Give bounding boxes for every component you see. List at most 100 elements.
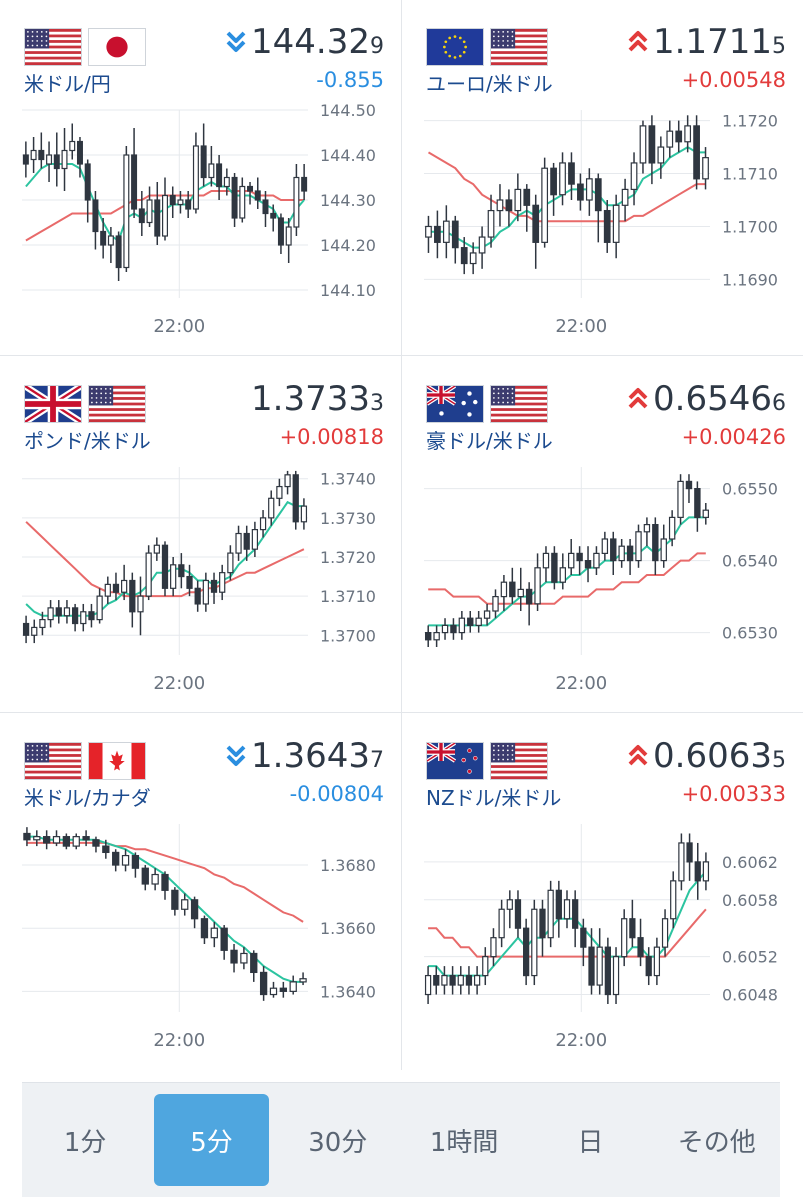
candle-bullish (145, 552, 152, 597)
candle-bearish (610, 538, 617, 562)
y-tick-label: 1.3660 (320, 919, 376, 938)
candle-bearish (129, 579, 136, 613)
candle-bearish (250, 952, 258, 974)
candle-bullish (33, 836, 41, 841)
candle-bearish (652, 523, 659, 562)
candlestick-chart[interactable]: 1.3740 1.3730 1.3720 1.3710 1.3700 22:00 (0, 457, 400, 707)
candle-bearish (514, 899, 522, 929)
candle-bearish (279, 987, 288, 992)
candle-bearish (243, 532, 250, 550)
candle-bullish (490, 937, 497, 958)
candle-bullish (170, 564, 177, 589)
candle-bearish (200, 145, 207, 179)
candle-bearish (112, 851, 120, 866)
grid-divider-row-1 (0, 355, 803, 356)
candle-bearish (186, 575, 193, 589)
tab-day[interactable]: 日 (577, 1127, 604, 1158)
candle-bullish (473, 974, 481, 986)
price-last-digit: 5 (772, 748, 786, 773)
grid-divider-row-2 (0, 712, 803, 713)
price-main: 0.6546 (653, 379, 772, 419)
price-change: +0.00333 (681, 782, 786, 806)
candle-bearish (62, 836, 71, 847)
tab-1hour[interactable]: 1時間 (429, 1127, 499, 1158)
currency-pair-label: 米ドル/円 (24, 72, 111, 96)
candle-bullish (541, 167, 549, 243)
candle-bullish (514, 188, 522, 212)
candle-bullish (635, 531, 642, 562)
price-display: 144.32 9 (225, 22, 384, 62)
x-tick-label: 22:00 (153, 316, 205, 337)
rate-panel-gbpusd[interactable]: ポンド/米ドル 1.3733 3 +0.00818 1.3740 1.3730 1.3720… (0, 357, 400, 712)
price-last-digit: 7 (370, 748, 384, 773)
candle-bullish (478, 236, 486, 254)
currency-pair-label: ユーロ/米ドル (426, 72, 553, 96)
candle-bullish (547, 889, 554, 939)
price-change: +0.00426 (681, 425, 786, 449)
candlestick-chart[interactable]: 0.6062 0.6058 0.6052 0.6048 22:00 (402, 814, 802, 1064)
candle-bullish (657, 146, 665, 164)
y-tick-label: 0.6530 (722, 624, 778, 643)
flag-gb-icon (24, 385, 82, 423)
candle-bearish (637, 937, 644, 958)
candlestick-chart[interactable]: 1.1720 1.1710 1.1700 1.1690 22:00 (402, 100, 802, 350)
candle-bearish (53, 154, 60, 170)
price-display: 0.6063 5 (627, 736, 786, 776)
candle-bearish (230, 949, 238, 964)
candle-bullish (268, 497, 275, 519)
candle-bullish (668, 516, 676, 540)
rate-panel-nzdusd[interactable]: NZドル/米ドル 0.6063 5 +0.00333 0.6062 0.6058 0.605… (402, 714, 802, 1069)
candle-bearish (71, 607, 79, 625)
candle-bearish (84, 163, 91, 201)
x-tick-label: 22:00 (555, 316, 607, 337)
candle-bullish (137, 595, 144, 613)
candle-bullish (151, 873, 159, 885)
y-tick-label: 1.3730 (320, 509, 376, 528)
tab-5min[interactable]: 5分 (154, 1094, 269, 1186)
candle-bullish (223, 176, 230, 188)
candle-bearish (694, 488, 701, 518)
candle-bullish (269, 987, 278, 996)
candle-bullish (653, 946, 661, 977)
candle-bearish (603, 209, 611, 243)
candle-bearish (161, 873, 169, 891)
candle-bullish (285, 226, 292, 246)
candle-bullish (47, 607, 54, 621)
candle-bullish (424, 974, 432, 996)
candlestick-chart[interactable]: 144.50 144.40 144.30 144.20 144.10 22:00 (0, 100, 400, 350)
rate-panel-eurusd[interactable]: ユーロ/米ドル 1.1711 5 +0.00548 1.1720 1.1710 1.1700… (402, 0, 802, 355)
tab-1min[interactable]: 1分 (63, 1127, 107, 1158)
y-tick-label: 0.6048 (722, 986, 778, 1005)
price-display: 1.1711 5 (627, 22, 786, 62)
candle-bullish (469, 252, 477, 265)
candle-bullish (177, 199, 184, 206)
candle-bearish (92, 839, 100, 847)
tab-other[interactable]: その他 (677, 1127, 756, 1158)
candlestick-chart[interactable]: 1.3680 1.3660 1.3640 22:00 (0, 814, 400, 1064)
rate-panel-usdcad[interactable]: 米ドル/カナダ 1.3643 7 -0.00804 1.3680 1.3660 1.3640… (0, 714, 400, 1069)
candle-bullish (210, 927, 218, 939)
candle-bullish (219, 572, 226, 593)
candle-bullish (678, 842, 685, 882)
y-tick-label: 1.3680 (320, 856, 376, 875)
candlestick-chart[interactable]: 0.6550 0.6540 0.6530 22:00 (402, 457, 802, 707)
candle-bullish (621, 918, 628, 958)
rate-panel-usdjpy[interactable]: 米ドル/円 144.32 9 -0.855 144.50 144.40 144.30 144.… (0, 0, 400, 355)
candle-bearish (23, 832, 31, 841)
candle-bullish (559, 162, 566, 196)
flag-us-icon (490, 385, 548, 423)
moving-average-short (428, 145, 706, 249)
candle-bearish (200, 918, 209, 939)
y-tick-label: 1.3700 (320, 626, 376, 645)
candle-bullish (498, 908, 505, 939)
candle-bullish (661, 918, 669, 948)
candle-bullish (563, 899, 571, 920)
candle-bearish (292, 474, 299, 523)
candle-bullish (483, 610, 491, 619)
rate-panel-audusd[interactable]: 豪ドル/米ドル 0.6546 6 +0.00426 0.6550 0.6540 0.6530… (402, 357, 802, 712)
tab-30min[interactable]: 30分 (308, 1127, 368, 1158)
candle-bearish (433, 974, 440, 986)
candle-bearish (131, 854, 140, 869)
y-tick-label: 0.6550 (722, 480, 778, 499)
candle-bullish (69, 140, 76, 152)
